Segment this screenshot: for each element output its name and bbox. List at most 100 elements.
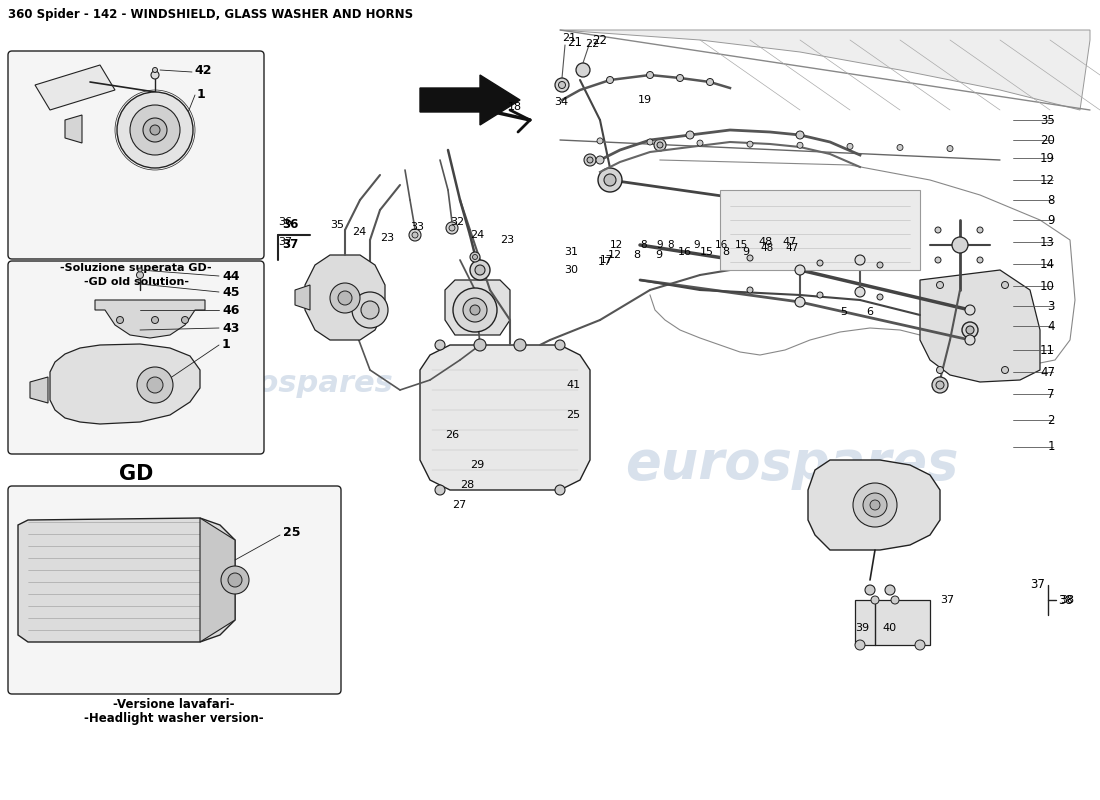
Circle shape — [361, 301, 379, 319]
Circle shape — [795, 297, 805, 307]
Text: 47: 47 — [782, 237, 796, 247]
Text: GD: GD — [119, 464, 153, 484]
Text: 23: 23 — [379, 233, 394, 243]
Circle shape — [143, 118, 167, 142]
Circle shape — [952, 237, 968, 253]
Text: 30: 30 — [564, 265, 578, 275]
Circle shape — [886, 585, 895, 595]
Circle shape — [864, 493, 887, 517]
Text: 16: 16 — [678, 247, 692, 257]
Circle shape — [147, 377, 163, 393]
Circle shape — [598, 168, 622, 192]
Text: 25: 25 — [283, 526, 300, 539]
Circle shape — [556, 340, 565, 350]
Text: 12: 12 — [610, 240, 624, 250]
Circle shape — [855, 640, 865, 650]
Circle shape — [947, 146, 953, 151]
Circle shape — [932, 377, 948, 393]
Text: 18: 18 — [508, 102, 522, 112]
Text: 38: 38 — [1058, 594, 1072, 606]
Text: 17: 17 — [598, 257, 612, 267]
Text: 9: 9 — [656, 240, 662, 250]
Circle shape — [865, 585, 874, 595]
Circle shape — [817, 260, 823, 266]
Text: 1: 1 — [197, 87, 206, 101]
Text: 9: 9 — [742, 247, 749, 257]
Circle shape — [352, 292, 388, 328]
FancyBboxPatch shape — [8, 261, 264, 454]
Circle shape — [606, 77, 614, 83]
Text: 25: 25 — [566, 410, 580, 420]
Circle shape — [697, 140, 703, 146]
Polygon shape — [446, 280, 510, 335]
Polygon shape — [420, 75, 520, 125]
Text: 8: 8 — [632, 250, 640, 260]
Circle shape — [1001, 366, 1009, 374]
Circle shape — [152, 317, 158, 323]
Circle shape — [965, 335, 975, 345]
Circle shape — [138, 367, 173, 403]
Text: 26: 26 — [446, 430, 459, 440]
Circle shape — [434, 485, 446, 495]
Polygon shape — [35, 65, 116, 110]
Circle shape — [935, 257, 940, 263]
Polygon shape — [295, 285, 310, 310]
Text: 37: 37 — [278, 237, 293, 247]
Polygon shape — [420, 345, 590, 490]
Circle shape — [977, 227, 983, 233]
Circle shape — [796, 131, 804, 139]
Text: 15: 15 — [700, 247, 714, 257]
Text: 9: 9 — [693, 240, 700, 250]
Text: 9: 9 — [1047, 214, 1055, 226]
Text: 35: 35 — [330, 220, 344, 230]
Circle shape — [798, 142, 803, 148]
Circle shape — [877, 294, 883, 300]
Text: 6: 6 — [866, 307, 873, 317]
Circle shape — [962, 322, 978, 338]
Circle shape — [117, 92, 192, 168]
Text: -Versione lavafari-: -Versione lavafari- — [113, 698, 234, 711]
Polygon shape — [50, 344, 200, 424]
Circle shape — [747, 255, 754, 261]
Polygon shape — [18, 518, 235, 642]
Circle shape — [977, 257, 983, 263]
Circle shape — [470, 260, 490, 280]
Text: 42: 42 — [194, 65, 211, 78]
Text: 1: 1 — [222, 338, 231, 351]
Circle shape — [470, 252, 480, 262]
Text: 3: 3 — [1047, 299, 1055, 313]
Circle shape — [559, 82, 565, 89]
Circle shape — [221, 566, 249, 594]
Text: 21: 21 — [566, 35, 582, 49]
Text: 19: 19 — [1040, 151, 1055, 165]
Text: 43: 43 — [222, 322, 240, 334]
Text: 24: 24 — [352, 227, 366, 237]
Circle shape — [228, 573, 242, 587]
Circle shape — [474, 339, 486, 351]
Circle shape — [896, 145, 903, 150]
Polygon shape — [560, 30, 1090, 110]
Circle shape — [556, 78, 569, 92]
Text: 21: 21 — [562, 33, 576, 43]
Text: 39: 39 — [855, 623, 869, 633]
Text: 17: 17 — [600, 255, 614, 265]
Circle shape — [817, 292, 823, 298]
Text: 12: 12 — [1040, 174, 1055, 186]
Text: 16: 16 — [715, 240, 728, 250]
Circle shape — [596, 156, 604, 164]
Text: 12: 12 — [608, 250, 623, 260]
Text: 22: 22 — [592, 34, 607, 46]
Circle shape — [514, 339, 526, 351]
Circle shape — [338, 291, 352, 305]
Circle shape — [891, 596, 899, 604]
Circle shape — [434, 340, 446, 350]
Circle shape — [330, 283, 360, 313]
Text: 5: 5 — [840, 307, 847, 317]
Text: 4: 4 — [1047, 319, 1055, 333]
Circle shape — [647, 71, 653, 78]
Text: 34: 34 — [554, 97, 568, 107]
Circle shape — [1001, 282, 1009, 289]
Circle shape — [676, 74, 683, 82]
Circle shape — [556, 485, 565, 495]
Circle shape — [965, 305, 975, 315]
